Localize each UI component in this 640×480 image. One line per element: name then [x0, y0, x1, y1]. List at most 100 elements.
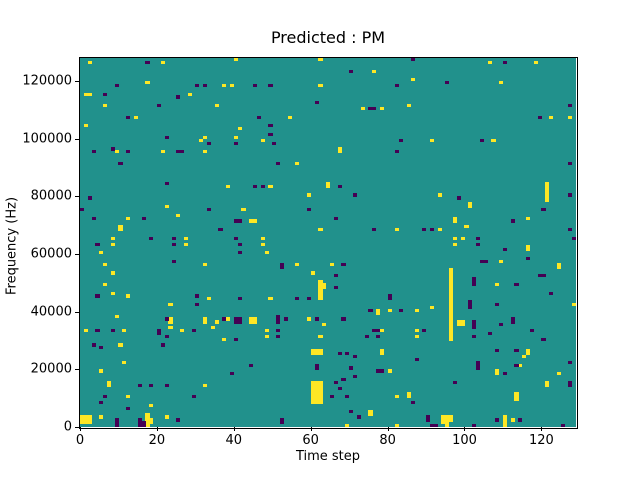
heatmap-cell — [449, 297, 454, 301]
heatmap-cell — [518, 363, 523, 367]
heatmap-cell — [256, 115, 261, 119]
heatmap-cell — [456, 320, 461, 324]
heatmap-cell — [406, 104, 411, 108]
heatmap-cell — [268, 83, 273, 88]
heatmap-cell — [449, 305, 454, 310]
heatmap-cell — [406, 395, 411, 399]
heatmap-cell — [314, 366, 319, 370]
heatmap-cell — [549, 291, 554, 295]
heatmap-cell — [329, 395, 335, 399]
heatmap-cell — [445, 421, 450, 425]
heatmap-cell — [364, 334, 369, 338]
heatmap-cell — [387, 308, 392, 312]
heatmap-cell — [495, 372, 500, 376]
heatmap-cell — [137, 383, 142, 387]
heatmap-cell — [318, 291, 323, 295]
heatmap-cell — [176, 213, 181, 217]
heatmap-cell — [145, 81, 150, 85]
heatmap-cell — [233, 135, 238, 139]
heatmap-cell — [422, 228, 427, 232]
heatmap-cell — [560, 424, 565, 428]
heatmap-cell — [495, 303, 500, 307]
x-tick-mark — [80, 427, 81, 431]
heatmap-cell — [310, 271, 315, 275]
heatmap-cell — [226, 317, 231, 321]
heatmap-cell — [449, 418, 454, 422]
heatmap-cell — [279, 265, 285, 269]
heatmap-cell — [99, 415, 104, 419]
heatmap-cell — [145, 418, 150, 422]
heatmap-cell — [306, 297, 311, 301]
heatmap-cell — [287, 115, 292, 119]
heatmap-cell — [99, 401, 104, 405]
heatmap-cell — [379, 107, 385, 111]
heatmap-cell — [110, 291, 115, 295]
heatmap-cell — [449, 268, 454, 272]
heatmap-cell — [556, 265, 561, 269]
heatmap-cell — [306, 193, 311, 197]
heatmap-cell — [172, 259, 177, 263]
heatmap-cell — [379, 349, 385, 353]
heatmap-cell — [541, 337, 546, 341]
heatmap-cell — [499, 323, 504, 327]
heatmap-cell — [268, 297, 273, 301]
heatmap-cell — [176, 150, 181, 154]
heatmap-cell — [268, 132, 273, 137]
heatmap-cell — [214, 320, 219, 324]
heatmap-cell — [114, 424, 119, 428]
heatmap-cell — [195, 83, 200, 88]
heatmap-cell — [533, 60, 538, 65]
heatmap-cell — [99, 369, 104, 373]
heatmap-cell — [99, 251, 104, 255]
heatmap-cell — [399, 138, 404, 142]
heatmap-cell — [510, 317, 515, 321]
heatmap-cell — [445, 418, 450, 422]
heatmap-cell — [568, 380, 573, 385]
heatmap-cell — [103, 262, 108, 266]
heatmap-cell — [276, 320, 281, 324]
heatmap-cell — [318, 386, 323, 390]
heatmap-cell — [545, 193, 550, 197]
heatmap-cell — [476, 366, 481, 370]
heatmap-cell — [103, 282, 108, 287]
heatmap-cell — [514, 282, 519, 287]
x-tick-mark — [310, 427, 312, 431]
heatmap-cell — [449, 277, 454, 281]
heatmap-cell — [229, 83, 235, 88]
heatmap-cell — [376, 311, 381, 315]
heatmap-cell — [545, 380, 550, 385]
heatmap-cell — [437, 193, 442, 197]
heatmap-cell — [95, 328, 100, 333]
heatmap-cell — [172, 242, 177, 246]
heatmap-cell — [368, 409, 373, 413]
heatmap-cell — [164, 415, 169, 419]
heatmap-cell — [318, 282, 323, 287]
heatmap-cell — [310, 386, 315, 390]
heatmap-cell — [237, 317, 242, 321]
heatmap-cell — [306, 207, 311, 212]
heatmap-cell — [545, 383, 550, 387]
heatmap-cell — [414, 328, 419, 333]
heatmap-cell — [345, 395, 350, 399]
heatmap-cell — [149, 383, 154, 387]
heatmap-cell — [449, 311, 454, 315]
heatmap-cell — [426, 418, 431, 422]
heatmap-cell — [206, 207, 212, 212]
heatmap-cell — [472, 277, 477, 281]
heatmap-cell — [314, 386, 319, 390]
heatmap-cell — [191, 395, 196, 399]
heatmap-cell — [126, 294, 131, 298]
heatmap-cell — [233, 320, 238, 324]
heatmap-cell — [510, 320, 515, 324]
heatmap-cell — [518, 418, 523, 422]
heatmap-cell — [310, 380, 315, 385]
heatmap-cell — [83, 415, 88, 419]
heatmap-cell — [445, 415, 450, 419]
heatmap-cell — [379, 328, 385, 333]
heatmap-cell — [237, 297, 242, 301]
heatmap-cell — [452, 219, 458, 223]
heatmap-cell — [191, 328, 196, 333]
heatmap-cell — [260, 184, 265, 189]
heatmap-cell — [233, 236, 238, 240]
heatmap-cell — [276, 334, 281, 338]
